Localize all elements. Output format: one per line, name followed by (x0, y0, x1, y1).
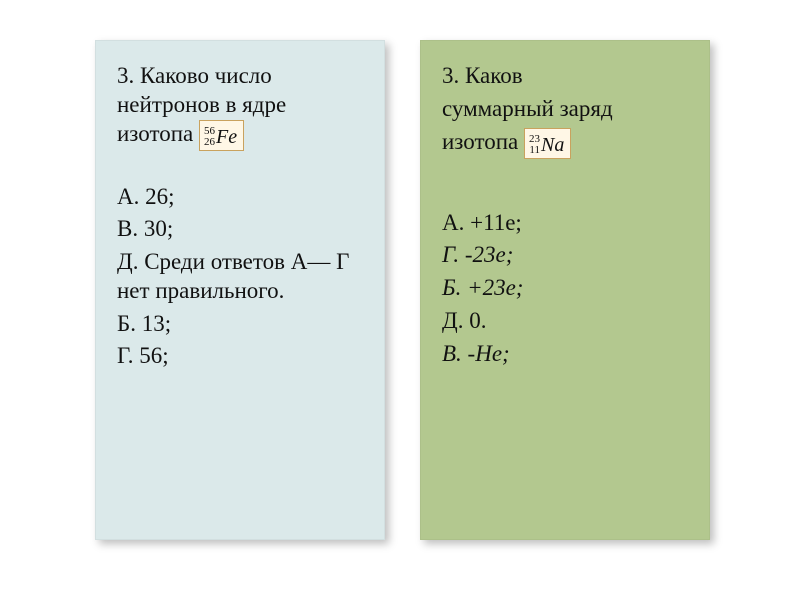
left-options: А. 26; В. 30; Д. Среди ответов А— Г нет … (117, 183, 365, 372)
fe-symbol: Fe (216, 127, 237, 147)
left-question-line2: нейтронов в ядре (117, 92, 286, 117)
right-option-a: А. +11е; (442, 209, 690, 238)
left-option-d: Д. Среди ответов А— Г нет правильного. (117, 248, 365, 306)
na-mass: 23 (529, 134, 540, 145)
right-options: А. +11е; Г. -23е; Б. +23е; Д. 0. В. -Не; (442, 209, 690, 369)
left-option-b: Б. 13; (117, 310, 365, 339)
left-option-g: Г. 56; (117, 342, 365, 371)
na-symbol: Na (541, 135, 564, 155)
right-option-v: В. -Не; (442, 340, 690, 369)
right-question-prefix: изотопа (442, 129, 518, 154)
right-question-card: 3. Каков суммарный заряд изотопа 2311Na … (420, 40, 710, 540)
left-question-line3: изотопа 5626Fe (117, 121, 244, 146)
left-question-line1: 3. Каково число (117, 63, 272, 88)
na-atomic: 11 (529, 145, 540, 156)
right-question-line2: суммарный заряд (442, 95, 690, 124)
right-option-b: Б. +23е; (442, 274, 690, 303)
right-question: 3. Каков суммарный заряд изотопа 2311Na (442, 62, 690, 159)
right-option-g: Г. -23е; (442, 241, 690, 270)
isotope-fe: 5626Fe (199, 120, 244, 151)
left-option-a: А. 26; (117, 183, 365, 212)
left-option-v: В. 30; (117, 215, 365, 244)
left-question-card: 3. Каково число нейтронов в ядре изотопа… (95, 40, 385, 540)
left-question: 3. Каково число нейтронов в ядре изотопа… (117, 62, 365, 151)
right-option-d: Д. 0. (442, 307, 690, 336)
fe-mass: 56 (204, 126, 215, 137)
fe-atomic: 26 (204, 137, 215, 148)
isotope-na: 2311Na (524, 128, 571, 159)
right-question-line3: изотопа 2311Na (442, 128, 690, 159)
right-question-line1: 3. Каков (442, 62, 690, 91)
